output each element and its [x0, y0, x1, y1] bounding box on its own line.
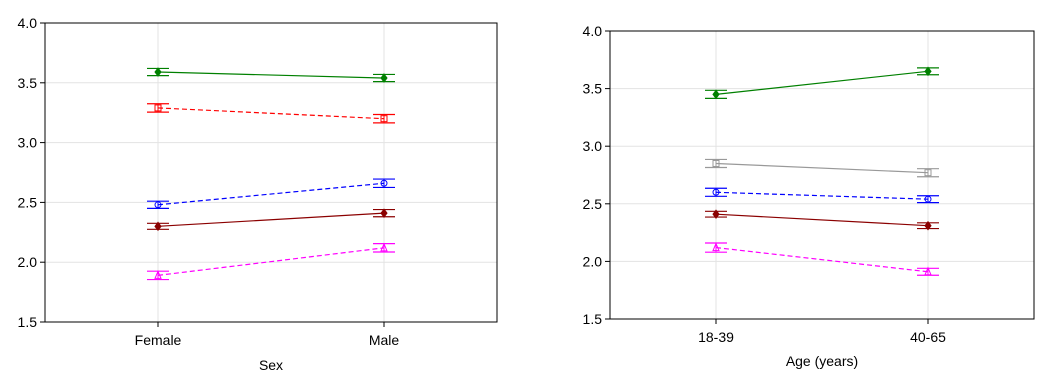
- y-tick-label: 3.5: [583, 81, 603, 97]
- series-line: [157, 212, 385, 227]
- data-point: [712, 242, 720, 252]
- y-tick-label: 4.0: [583, 23, 603, 39]
- data-point: [154, 221, 162, 232]
- data-point: [380, 179, 388, 187]
- series-0: [705, 66, 939, 100]
- series-line: [157, 71, 385, 79]
- y-tick-label: 3.5: [18, 75, 38, 91]
- series-line: [715, 191, 929, 200]
- age-chart-panel: 1.5 2.0 2.5 3.0 3.5 4.0 18-39 40-65 Age (years): [583, 23, 1035, 369]
- series-4: [705, 242, 939, 276]
- x-tick-label: Female: [135, 332, 182, 348]
- x-axis-label: Age (years): [786, 353, 858, 369]
- plot-frame: [609, 30, 1035, 320]
- y-tick-label: 2.5: [583, 196, 603, 212]
- y-tick-label: 4.0: [18, 15, 38, 31]
- x-tick-label: Male: [369, 332, 400, 348]
- y-tick-label: 1.5: [18, 314, 38, 330]
- data-point: [712, 209, 720, 220]
- y-tick-label: 1.5: [583, 311, 603, 327]
- series-1: [147, 103, 395, 124]
- sex-chart-panel: 1.5 2.0 2.5 3.0 3.5 4.0 Female Male Sex: [18, 15, 498, 373]
- y-tick-label: 2.5: [18, 194, 38, 210]
- data-point: [924, 195, 932, 203]
- data-point: [924, 66, 932, 77]
- data-point: [380, 242, 388, 252]
- x-axis-label: Sex: [259, 357, 283, 373]
- data-point: [712, 188, 720, 196]
- data-point: [924, 266, 932, 276]
- series-line: [715, 246, 929, 273]
- data-point: [380, 208, 388, 218]
- data-point: [380, 115, 388, 123]
- series-line: [715, 213, 929, 227]
- data-point: [154, 201, 162, 209]
- series-0: [147, 67, 395, 83]
- data-point: [924, 220, 932, 231]
- series-3: [147, 208, 395, 232]
- series-3: [705, 209, 939, 231]
- y-tick-label: 3.0: [18, 135, 38, 151]
- series-line: [157, 107, 385, 120]
- series-2: [705, 187, 939, 204]
- x-tick-label: 40-65: [910, 329, 946, 345]
- series-line: [715, 162, 929, 174]
- series-line: [157, 247, 385, 276]
- data-point: [154, 104, 162, 112]
- plot-frame: [44, 22, 498, 323]
- y-tick-label: 2.0: [18, 254, 38, 270]
- series-line: [157, 182, 385, 206]
- data-point: [154, 270, 162, 279]
- series-1: [705, 158, 939, 178]
- data-point: [380, 73, 388, 83]
- x-tick-label: 18-39: [698, 329, 734, 345]
- data-point: [712, 159, 720, 167]
- series-4: [147, 242, 395, 281]
- series-line: [715, 70, 929, 95]
- y-tick-label: 2.0: [583, 253, 603, 269]
- data-point: [924, 169, 932, 177]
- y-tick-label: 3.0: [583, 138, 603, 154]
- data-point: [712, 89, 720, 100]
- data-point: [154, 67, 162, 77]
- series-2: [147, 178, 395, 209]
